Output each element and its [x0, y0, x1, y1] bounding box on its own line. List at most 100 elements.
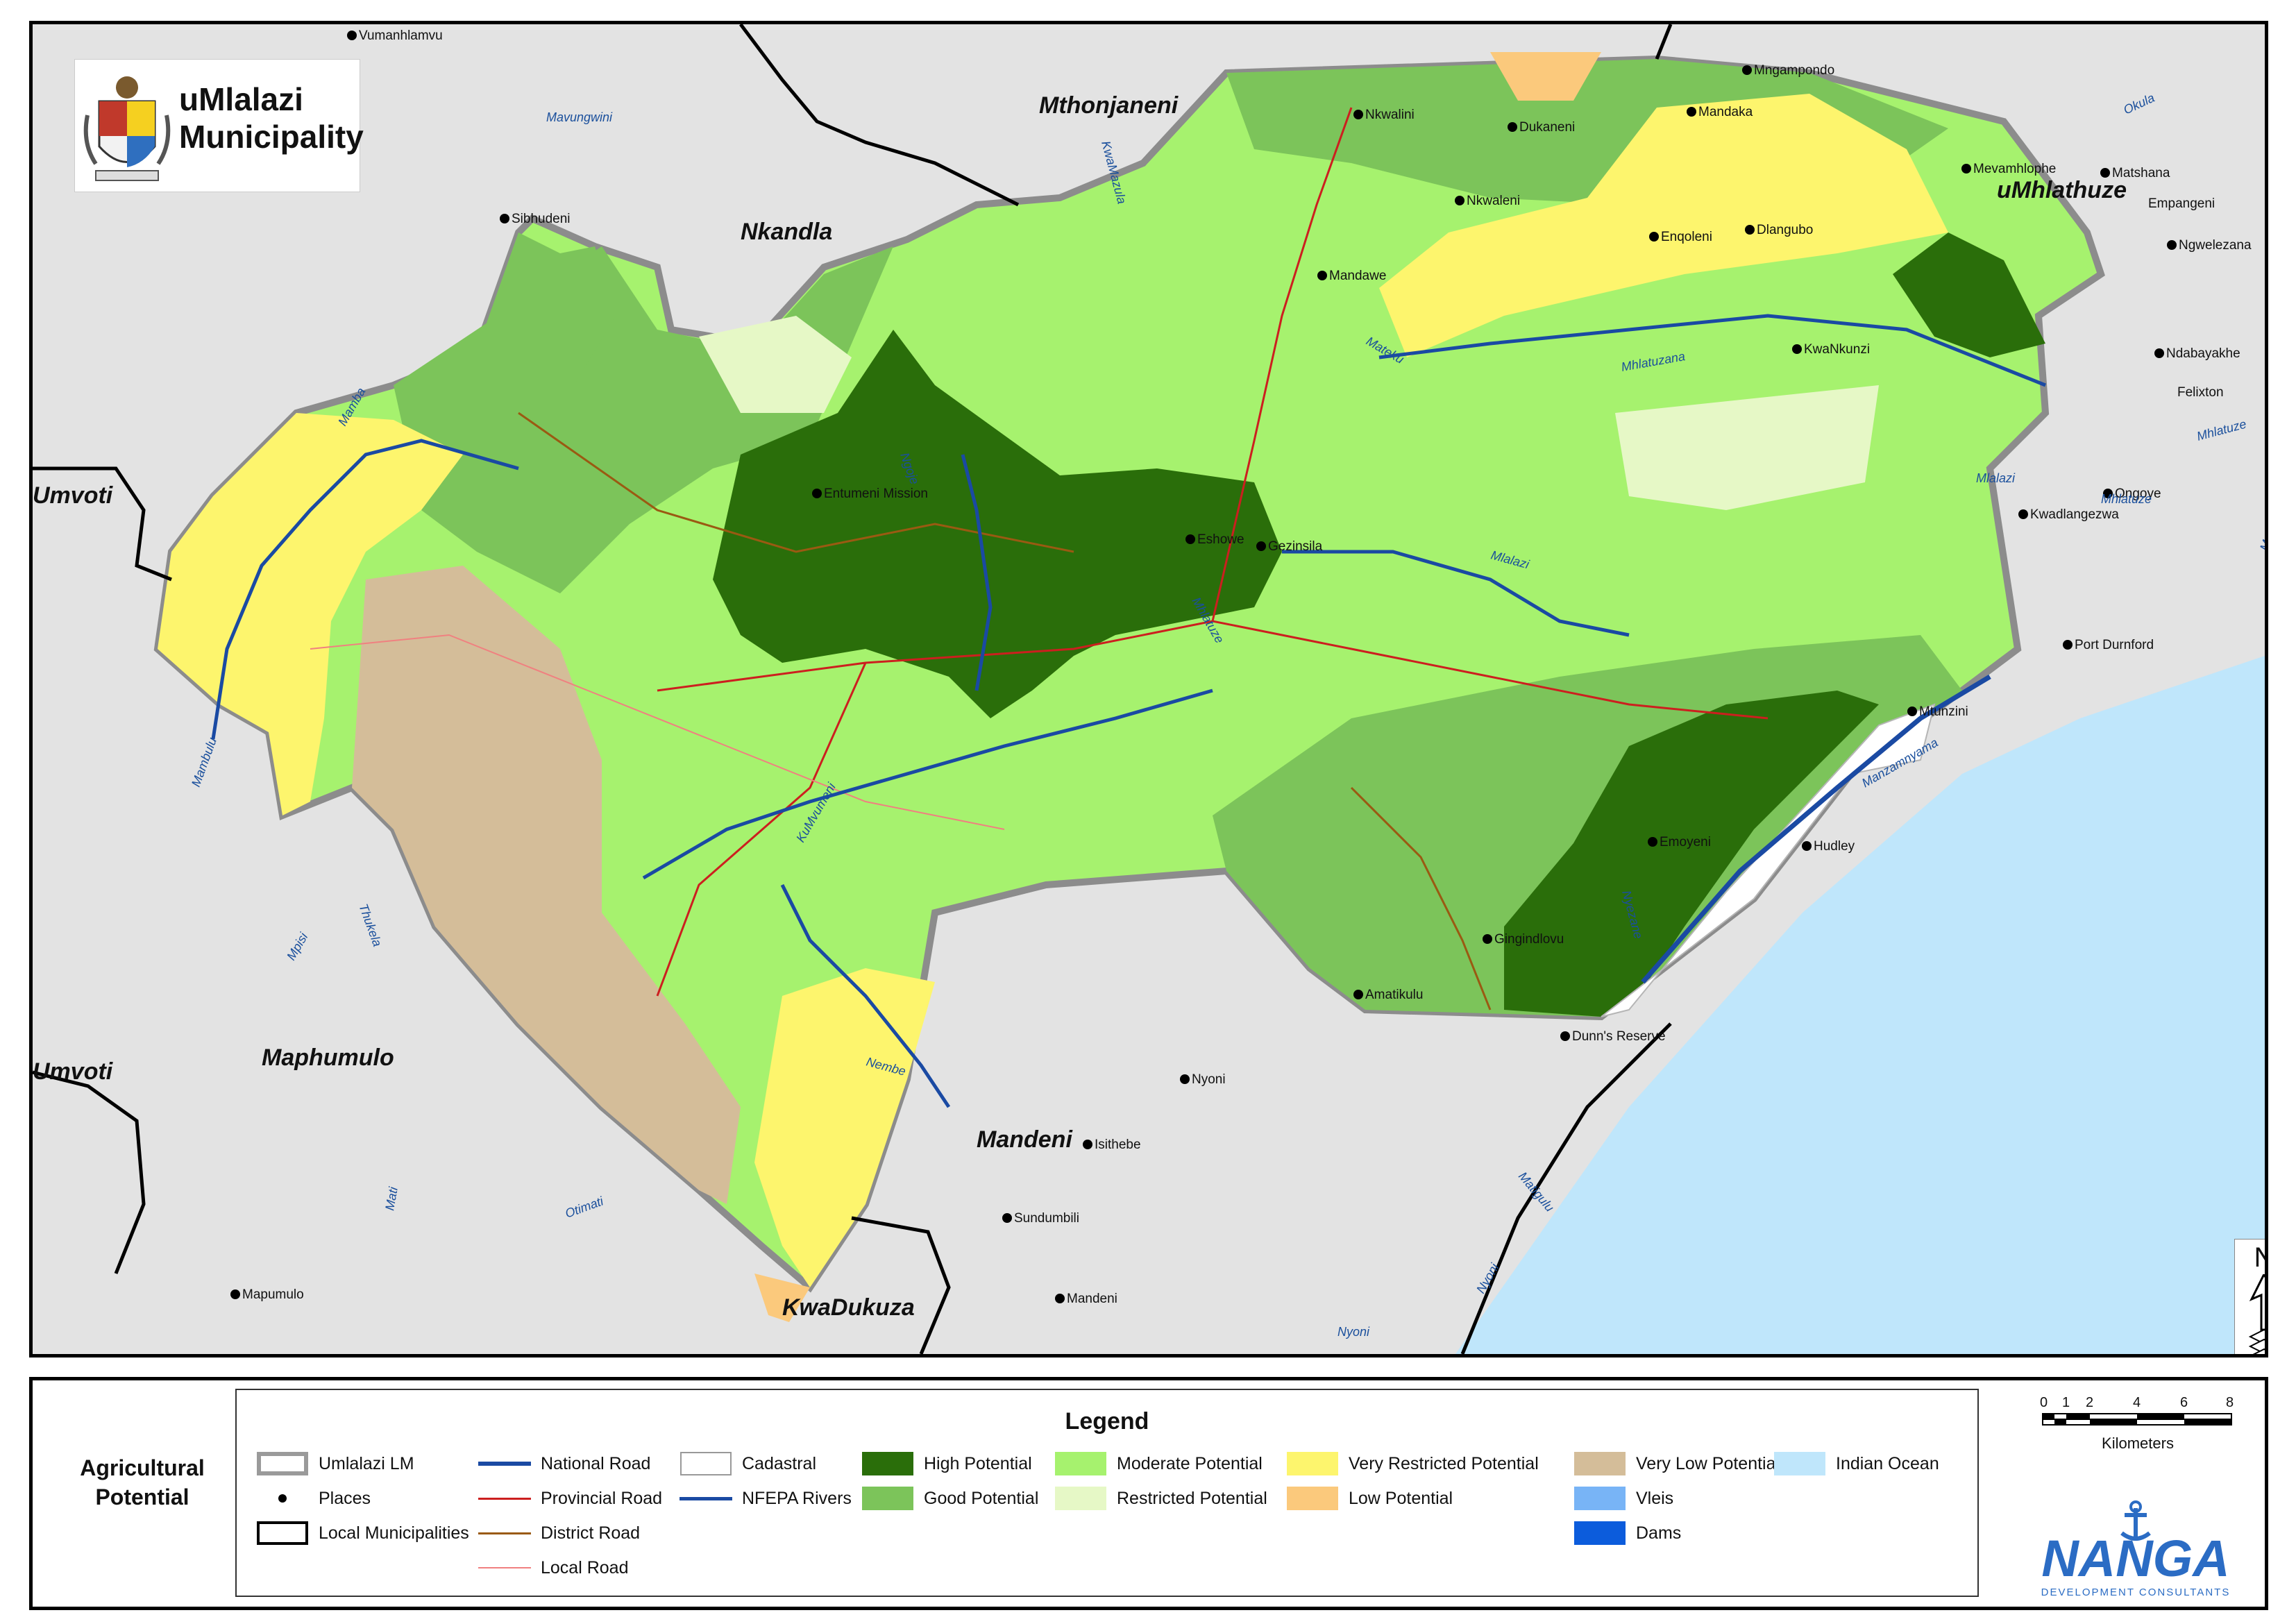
municipality-label: Maphumulo — [262, 1044, 394, 1071]
nfepa-river — [211, 439, 519, 740]
municipality-title: uMlalazi Municipality — [179, 81, 364, 155]
high-potential-gingindlovu — [1504, 691, 1879, 1017]
fill-swatch — [1574, 1487, 1626, 1510]
line-swatch — [478, 1567, 531, 1568]
legend-label: Very Low Potential — [1636, 1453, 1780, 1473]
svg-text:Mhlatuze: Mhlatuze — [2101, 492, 2152, 506]
svg-text:Gingindlovu: Gingindlovu — [1494, 932, 1564, 947]
place: Matshana — [2100, 166, 2170, 180]
legend-item-vleis: Vleis — [1573, 1485, 1673, 1512]
svg-text:Nyoni: Nyoni — [1192, 1072, 1226, 1087]
place: Amatikulu — [1353, 988, 1423, 1002]
svg-text:Otimati: Otimati — [564, 1194, 606, 1221]
legend-label: Local Municipalities — [319, 1523, 469, 1543]
svg-text:Amatikulu: Amatikulu — [1365, 988, 1423, 1002]
svg-text:Nkwalini: Nkwalini — [1365, 108, 1415, 122]
local-municipality-boundary — [1460, 1022, 1672, 1354]
district-road — [1350, 786, 1492, 1010]
svg-text:Enqoleni: Enqoleni — [1661, 230, 1712, 244]
place: Vumanhlamvu — [347, 28, 443, 43]
provincial-road — [657, 620, 1769, 720]
local-road — [310, 634, 1005, 830]
place-markers: Vumanhlamvu Sibhudeni Entumeni Mission E… — [230, 28, 2252, 1306]
place: Mandaka — [1687, 105, 1753, 119]
place: Dukaneni — [1508, 120, 1575, 135]
legend-item-good-potential: Good Potential — [861, 1485, 1038, 1512]
svg-text:Mevamhlophe: Mevamhlophe — [1973, 162, 2056, 176]
legend-title: Legend — [1065, 1408, 1149, 1435]
svg-text:Okula: Okula — [2121, 91, 2156, 117]
north-arrow: N — [2234, 1239, 2265, 1354]
svg-text:Vumanhlamvu: Vumanhlamvu — [359, 28, 443, 43]
municipal-crest-icon — [83, 76, 171, 181]
very-restricted-west — [158, 413, 463, 815]
municipality-label: Nkandla — [741, 219, 832, 245]
legend-item-very-low-potential: Very Low Potential — [1573, 1450, 1780, 1478]
svg-text:Nyoni: Nyoni — [1474, 1260, 1502, 1296]
local-municipality-boundary — [1655, 24, 1673, 60]
place: Eshowe — [1185, 532, 1244, 547]
legend-item-cadastral: Cadastral — [679, 1450, 816, 1478]
nfepa-river — [642, 688, 1213, 880]
svg-text:Emoyeni: Emoyeni — [1660, 835, 1711, 849]
company-tagline: DEVELOPMENT CONSULTANTS — [2041, 1587, 2231, 1598]
fill-swatch — [1055, 1452, 1106, 1475]
svg-text:Hudley: Hudley — [1814, 839, 1855, 854]
nfepa-river — [780, 883, 951, 1108]
legend-item-district-road: District Road — [478, 1519, 640, 1547]
place: KwaNkunzi — [1792, 342, 1870, 357]
legend-label: Very Restricted Potential — [1349, 1453, 1539, 1473]
agricultural-potential-map[interactable]: Nkandla Mthonjaneni uMhlathuze Umvoti Um… — [33, 24, 2265, 1354]
legend-label: District Road — [541, 1523, 641, 1543]
municipality-label: Umvoti — [33, 482, 114, 509]
legend-label: Vleis — [1636, 1488, 1674, 1508]
municipality-labels: Nkandla Mthonjaneni uMhlathuze Umvoti Um… — [33, 92, 2127, 1321]
svg-text:Mhlatuze: Mhlatuze — [2195, 417, 2248, 443]
local-municipality-boundary — [739, 24, 1020, 207]
scale-bar: 0 1 2 4 6 8 Kilometers — [2037, 1393, 2266, 1455]
line-swatch — [679, 1496, 732, 1500]
legend-panel: Agricultural Potential Legend Umlalazi L… — [29, 1377, 2268, 1610]
place: Gezinsila — [1256, 539, 1323, 554]
nanga-logo: NANGA DEVELOPMENT CONSULTANTS — [2041, 1500, 2231, 1598]
fill-swatch — [1055, 1487, 1106, 1510]
municipality-label: Mthonjaneni — [1039, 92, 1179, 119]
company-name: NANGA — [2041, 1530, 2229, 1587]
svg-text:Mlalazi: Mlalazi — [1976, 471, 2016, 485]
svg-text:Entumeni Mission: Entumeni Mission — [824, 487, 928, 501]
legend-label: Provincial Road — [541, 1488, 663, 1508]
svg-text:Dukaneni: Dukaneni — [1519, 120, 1575, 135]
legend-item-indian-ocean: Indian Ocean — [1773, 1450, 1939, 1478]
legend-label: Good Potential — [924, 1488, 1039, 1508]
low-potential-south — [754, 1274, 810, 1322]
place: Nyoni — [1180, 1072, 1226, 1087]
legend-label: NFEPA Rivers — [742, 1488, 852, 1508]
legend-label: Dams — [1636, 1523, 1682, 1543]
fill-swatch — [1287, 1452, 1338, 1475]
legend-item-moderate-potential: Moderate Potential — [1054, 1450, 1263, 1478]
place: Isithebe — [1083, 1137, 1141, 1152]
nfepa-river — [1378, 314, 2046, 387]
place: Empangeni — [2148, 196, 2215, 211]
map-frame[interactable]: Nkandla Mthonjaneni uMhlathuze Umvoti Um… — [29, 21, 2268, 1357]
scale-bar-graphic: 0 1 2 4 6 8 — [2040, 1395, 2234, 1426]
svg-text:Sundumbili: Sundumbili — [1014, 1211, 1079, 1226]
svg-text:Mngampondo: Mngampondo — [1754, 63, 1834, 78]
svg-text:Mavungwini: Mavungwini — [546, 110, 613, 124]
svg-text:KwaNkunzi: KwaNkunzi — [1804, 342, 1870, 357]
provincial-road — [1211, 107, 1353, 622]
low-potential-north — [1490, 52, 1601, 101]
nfepa-river — [1282, 550, 1630, 637]
national-road — [1641, 674, 1991, 984]
legend-item-local-road: Local Road — [478, 1554, 628, 1582]
legend-label: National Road — [541, 1453, 651, 1473]
restricted-potential-patch-2 — [1615, 385, 1879, 510]
nfepa-river — [961, 454, 993, 691]
place: Mandeni — [1055, 1292, 1117, 1306]
good-potential-sibhudeni — [477, 232, 616, 385]
scale-tick-label: 1 — [2062, 1395, 2070, 1410]
restricted-potential-patch — [699, 316, 852, 413]
legend-label: Cadastral — [742, 1453, 816, 1473]
municipality-label: KwaDukuza — [782, 1294, 915, 1321]
svg-text:Ngwelezana: Ngwelezana — [2179, 238, 2252, 253]
